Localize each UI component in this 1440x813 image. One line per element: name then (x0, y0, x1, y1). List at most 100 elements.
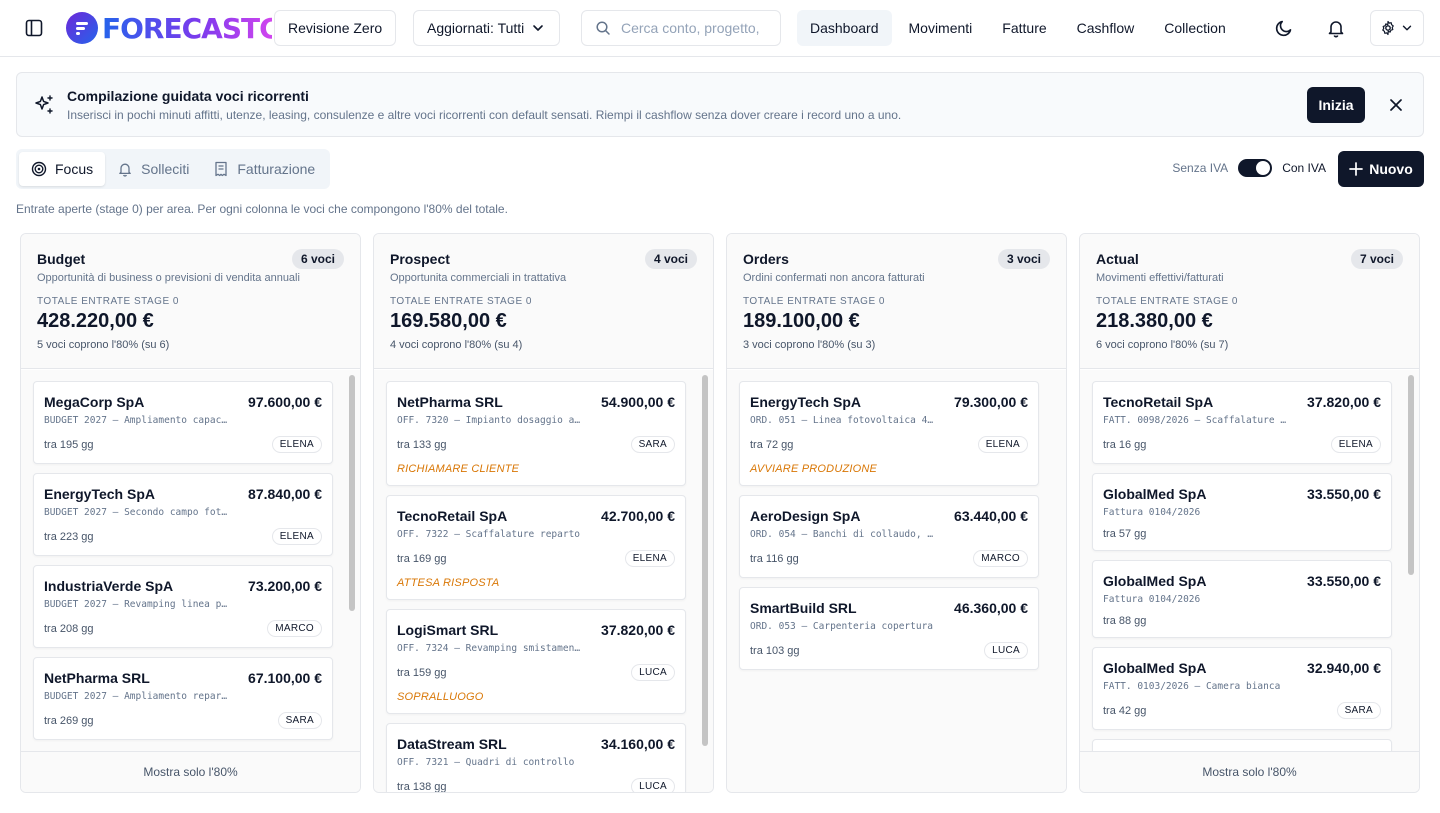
amount: 73.200,00 € (248, 578, 322, 594)
column-header: Actual 7 voci Movimenti effettivi/fatturat… (1080, 234, 1419, 369)
amount: 97.600,00 € (248, 394, 322, 410)
column-header: Prospect 4 voci Opportunita commerciali in… (374, 234, 713, 369)
entry-card[interactable]: EnergyTech SpA 87.840,00 € BUDGET 2027 – S… (33, 473, 333, 556)
sidebar-toggle-button[interactable] (18, 12, 50, 44)
nav-cashflow[interactable]: Cashflow (1076, 20, 1135, 36)
nav-dashboard[interactable]: Dashboard (797, 10, 892, 46)
owner-badge: SARA (277, 712, 322, 729)
new-button[interactable]: Nuovo (1338, 151, 1424, 187)
reference: Fattura 0104/2026 (1103, 594, 1201, 605)
nav-fatture[interactable]: Fatture (1002, 20, 1047, 36)
tab-fatturazione[interactable]: Fatturazione (201, 152, 327, 186)
company-name: EnergyTech SpA (750, 394, 861, 410)
entry-card[interactable]: NetPharma SRL 54.900,00 € OFF. 7320 – Impi… (386, 381, 686, 486)
vat-switch[interactable] (1238, 159, 1273, 177)
card-list: EnergyTech SpA 79.300,00 € ORD. 051 – Line… (727, 370, 1066, 670)
show-80-toggle[interactable]: Mostra solo l'80% (1080, 751, 1419, 792)
owner-badge: MARCO (973, 550, 1028, 567)
updated-filter-dropdown[interactable]: Aggiornati: Tutti (413, 10, 561, 46)
due-in-days: tra 208 gg (44, 622, 94, 635)
theme-toggle-button[interactable] (1268, 12, 1300, 44)
show-80-toggle[interactable]: Mostra solo l'80% (21, 751, 360, 792)
column-total: 428.220,00 € (37, 310, 154, 332)
card-header: IndustriaVerde SpA 73.200,00 € (44, 578, 322, 594)
reference: Fattura 0104/2026 (1103, 507, 1201, 518)
nav-movimenti[interactable]: Movimenti (908, 20, 973, 36)
card-footer: tra 195 gg ELENA (44, 436, 322, 453)
banner-description: Inserisci in pochi minuti affitti, utenz… (67, 107, 902, 122)
due-in-days: tra 169 gg (397, 552, 447, 565)
company-name: GlobalMed SpA (1103, 486, 1207, 502)
card-header: NetPharma SRL 67.100,00 € (44, 670, 322, 686)
revision-selector[interactable]: Revisione Zero (274, 10, 397, 46)
sparkles-icon (35, 94, 53, 114)
card-header: MegaCorp SpA 97.600,00 € (44, 394, 322, 410)
column-description: Ordini confermati non ancora fatturati (743, 272, 925, 284)
entry-card[interactable]: MegaCorp SpA 97.600,00 € BUDGET 2027 – Amp… (33, 381, 333, 464)
entry-card[interactable]: LogiSmart SRL 37.820,00 € OFF. 7324 – Reva… (386, 609, 686, 714)
reference: FATT. 0098/2026 – Scaffalature reparto (1103, 415, 1288, 426)
due-in-days: tra 88 gg (1103, 615, 1147, 627)
entry-card[interactable]: EnergyTech SpA 79.300,00 € ORD. 051 – Line… (739, 381, 1039, 486)
amount: 32.940,00 € (1307, 660, 1381, 676)
sidebar-icon (25, 19, 43, 37)
entry-card[interactable]: IndustriaVerde SpA 73.200,00 € BUDGET 2027… (33, 565, 333, 648)
close-icon (1390, 98, 1402, 111)
entry-card[interactable]: DataStream SRL 34.160,00 € OFF. 7321 – Qua… (386, 723, 686, 792)
start-button[interactable]: Inizia (1307, 86, 1365, 123)
company-name: TecnoRetail SpA (397, 508, 508, 524)
entry-card[interactable]: TecnoRetail SpA 37.820,00 € FATT. 0098/202… (1092, 381, 1392, 464)
vat-toggle: Senza IVA Con IVA (1172, 159, 1326, 177)
reference: FATT. 0103/2026 – Camera bianca (1103, 681, 1281, 692)
card-header: DataStream SRL 34.160,00 € (397, 736, 675, 752)
company-name: EnergyTech SpA (44, 486, 155, 502)
due-in-days: tra 133 gg (397, 438, 447, 451)
reference: ORD. 053 – Carpenteria copertura (750, 621, 934, 632)
amount: 42.700,00 € (601, 508, 675, 524)
nav-collection[interactable]: Collection (1164, 20, 1226, 36)
entry-card[interactable]: GlobalMed SpA 32.940,00 € FATT. 0103/2026 … (1092, 647, 1392, 730)
column-header: Orders 3 voci Ordini confermati non ancora… (727, 234, 1066, 369)
company-name: MegaCorp SpA (44, 394, 145, 410)
settings-dropdown[interactable] (1370, 10, 1424, 46)
column-title-row: Orders 3 voci (743, 249, 1050, 269)
company-name: LogiSmart SRL (397, 622, 499, 638)
vat-switch-knob (1256, 161, 1271, 175)
company-name: TecnoRetail SpA (1103, 394, 1214, 410)
card-list: MegaCorp SpA 97.600,00 € BUDGET 2027 – Amp… (21, 370, 360, 740)
entry-card[interactable]: TecnoRetail SpA 42.700,00 € OFF. 7322 – Sc… (386, 495, 686, 600)
reference: OFF. 7320 – Impianto dosaggio automatico (397, 415, 582, 426)
scrollbar-thumb[interactable] (702, 375, 708, 746)
count-badge: 4 voci (644, 249, 697, 269)
count-badge: 7 voci (1350, 249, 1403, 269)
card-footer: tra 223 gg ELENA (44, 528, 322, 545)
scrollbar-thumb[interactable] (1408, 375, 1414, 575)
total-label: TOTALE ENTRATE STAGE 0 (37, 296, 179, 307)
app-logo[interactable]: FORECASTC (66, 8, 272, 48)
banner-title: Compilazione guidata voci ricorrenti (67, 87, 309, 104)
tab-solleciti[interactable]: Solleciti (105, 152, 201, 186)
search-input[interactable]: Cerca conto, progetto, (581, 10, 781, 46)
close-banner-button[interactable] (1385, 94, 1407, 116)
column-description: Opportunita commerciali in trattativa (390, 272, 567, 284)
owner-badge: ELENA (977, 436, 1028, 453)
search-placeholder: Cerca conto, progetto, (621, 20, 760, 36)
entry-card[interactable]: GlobalMed SpA 33.550,00 € Fattura 0104/202… (1092, 560, 1392, 638)
entry-card[interactable]: NetPharma SRL 67.100,00 € BUDGET 2027 – Am… (33, 657, 333, 740)
notifications-button[interactable] (1320, 12, 1352, 44)
card-header: EnergyTech SpA 87.840,00 € (44, 486, 322, 502)
entry-card[interactable]: SmartBuild SRL 46.360,00 € ORD. 053 – Carp… (739, 587, 1039, 670)
tab-focus[interactable]: Focus (19, 152, 106, 186)
amount: 37.820,00 € (1307, 394, 1381, 410)
entry-card[interactable]: GlobalMed SpA 33.550,00 € Fattura 0104/202… (1092, 473, 1392, 551)
card-header: LogiSmart SRL 37.820,00 € (397, 622, 675, 638)
card-header: EnergyTech SpA 79.300,00 € (750, 394, 1028, 410)
owner-badge: ELENA (624, 550, 675, 567)
entry-card[interactable]: AeroDesign SpA 63.440,00 € ORD. 054 – Banc… (739, 495, 1039, 578)
reference: OFF. 7324 – Revamping smistamento (397, 643, 582, 654)
scrollbar-thumb[interactable] (349, 375, 355, 611)
total-label: TOTALE ENTRATE STAGE 0 (743, 296, 885, 307)
column-header: Budget 6 voci Opportunità di business o pr… (21, 234, 360, 369)
card-footer: tra 169 gg ELENA (397, 550, 675, 567)
column-total: 169.580,00 € (390, 310, 507, 332)
